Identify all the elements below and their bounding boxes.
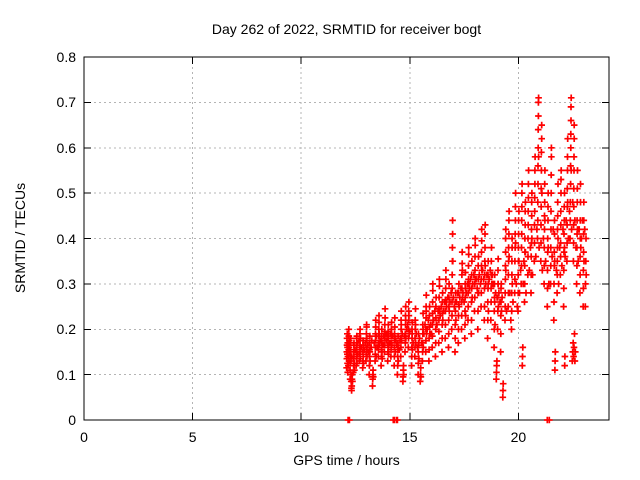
y-tick-label: 0.6 (56, 139, 76, 156)
y-tick-label: 0.7 (56, 94, 76, 111)
y-tick-label: 0.8 (56, 49, 76, 65)
x-tick-label: 10 (293, 429, 309, 445)
x-tick-label: 15 (402, 429, 418, 445)
x-tick-label: 20 (510, 429, 527, 445)
y-axis-label: SRMTID / TECUs (12, 182, 28, 294)
x-axis-label: GPS time / hours (293, 452, 400, 468)
x-tick-label: 0 (80, 429, 88, 445)
y-tick-label: 0.3 (56, 275, 76, 292)
y-tick-label: 0.2 (56, 321, 76, 338)
y-tick-label: 0.5 (56, 185, 76, 202)
x-tick-label: 5 (188, 429, 197, 445)
chart-title: Day 262 of 2022, SRMTID for receiver bog… (211, 21, 482, 37)
y-tick-label: 0.4 (56, 230, 76, 247)
y-tick-label: 0 (68, 412, 76, 428)
y-tick-label: 0.1 (56, 366, 76, 383)
data-series-srmtid (343, 94, 590, 424)
